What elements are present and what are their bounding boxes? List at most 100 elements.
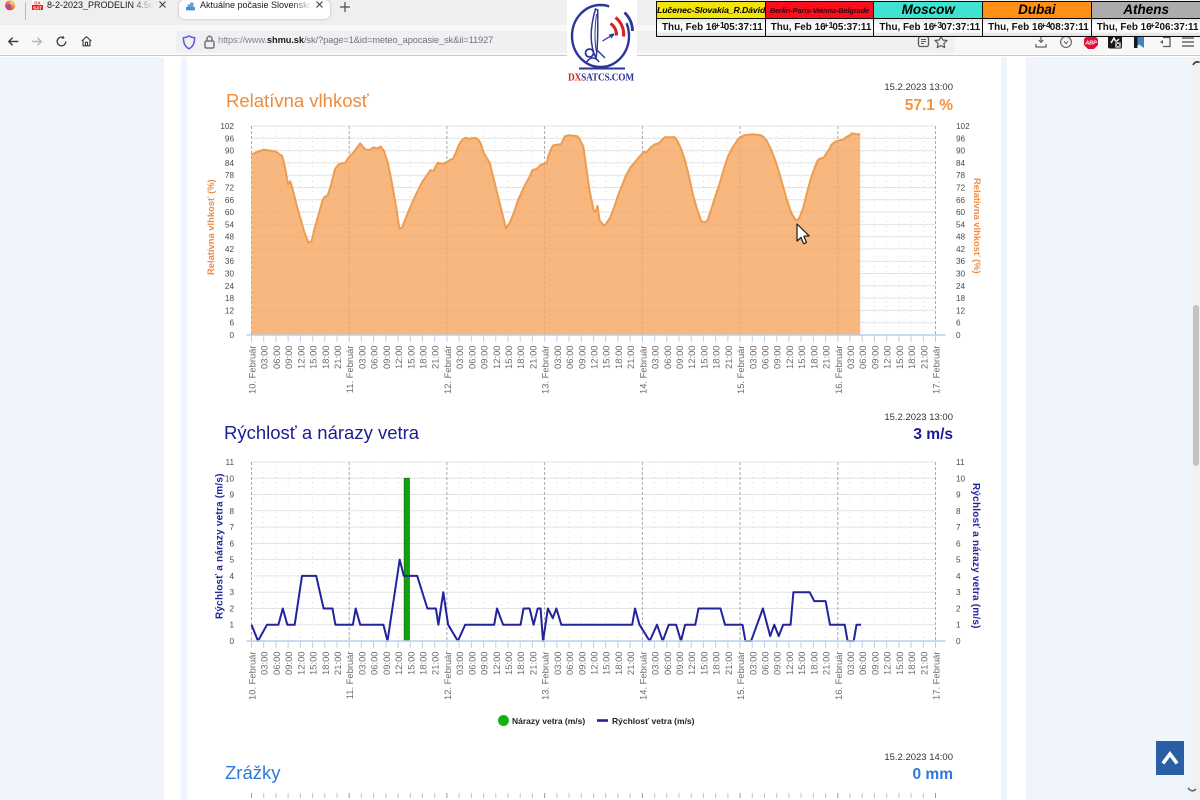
svg-text:12:00: 12:00 [491,652,502,675]
svg-text:48: 48 [225,233,235,242]
svg-text:06:00: 06:00 [857,652,868,675]
svg-text:11. Február: 11. Február [344,652,355,700]
svg-text:96: 96 [956,134,966,143]
svg-text:15:00: 15:00 [308,346,319,369]
svg-text:13. Február: 13. Február [540,346,551,394]
svg-text:21:00: 21:00 [821,652,832,675]
svg-text:1: 1 [956,621,961,630]
svg-text:12:00: 12:00 [882,652,893,675]
svg-text:15:00: 15:00 [601,346,612,369]
svg-text:18:00: 18:00 [711,652,722,675]
svg-text:60: 60 [225,208,235,217]
svg-text:84: 84 [225,159,235,168]
svg-text:8: 8 [956,507,961,516]
svg-text:21:00: 21:00 [723,652,734,675]
svg-text:15:00: 15:00 [601,652,612,675]
svg-text:12:00: 12:00 [589,652,600,675]
svg-text:15:00: 15:00 [894,652,905,675]
svg-text:03:00: 03:00 [552,346,563,369]
svg-text:42: 42 [956,245,966,254]
svg-text:09:00: 09:00 [772,346,783,369]
svg-text:15:00: 15:00 [503,652,514,675]
svg-text:15:00: 15:00 [503,346,514,369]
svg-text:18:00: 18:00 [418,346,429,369]
svg-text:72: 72 [225,184,235,193]
svg-text:10. Február: 10. Február [247,652,258,700]
svg-text:03:00: 03:00 [747,652,758,675]
svg-text:30: 30 [956,270,966,279]
svg-text:0: 0 [229,331,234,340]
svg-text:17. Február: 17. Február [931,652,942,700]
svg-text:06:00: 06:00 [662,652,673,675]
svg-text:15:00: 15:00 [405,652,416,675]
svg-text:102: 102 [956,122,970,131]
svg-text:18:00: 18:00 [906,346,917,369]
svg-text:21:00: 21:00 [918,652,929,675]
svg-text:14. Február: 14. Február [637,346,648,394]
svg-text:06:00: 06:00 [466,346,477,369]
svg-text:6: 6 [229,539,234,548]
svg-text:06:00: 06:00 [271,346,282,369]
svg-text:12:00: 12:00 [686,652,697,675]
svg-text:03:00: 03:00 [356,346,367,369]
svg-text:03:00: 03:00 [454,346,465,369]
svg-text:78: 78 [225,171,235,180]
svg-text:7: 7 [956,523,961,532]
svg-text:09:00: 09:00 [869,652,880,675]
svg-text:21:00: 21:00 [527,652,538,675]
svg-text:9: 9 [229,491,234,500]
svg-text:66: 66 [225,196,235,205]
svg-text:Nárazy vetra (m/s): Nárazy vetra (m/s) [512,716,585,726]
svg-text:06:00: 06:00 [271,652,282,675]
svg-text:13. Február: 13. Február [540,652,551,700]
svg-text:24: 24 [956,282,966,291]
svg-text:03:00: 03:00 [356,652,367,675]
svg-text:7: 7 [229,523,234,532]
svg-text:3: 3 [956,588,961,597]
svg-text:09:00: 09:00 [283,652,294,675]
svg-text:03:00: 03:00 [259,346,270,369]
svg-text:18: 18 [956,294,966,303]
svg-text:4: 4 [956,572,961,581]
svg-text:12:00: 12:00 [784,652,795,675]
svg-text:30: 30 [225,270,235,279]
svg-text:SAT: SAT [33,5,42,10]
svg-text:21:00: 21:00 [918,346,929,369]
svg-text:16. Február: 16. Február [833,346,844,394]
svg-text:12. Február: 12. Február [442,346,453,394]
svg-text:21:00: 21:00 [821,346,832,369]
svg-text:09:00: 09:00 [381,346,392,369]
svg-text:18:00: 18:00 [418,652,429,675]
svg-text:06:00: 06:00 [369,346,380,369]
svg-text:6: 6 [956,539,961,548]
svg-text:18:00: 18:00 [613,346,624,369]
svg-text:09:00: 09:00 [772,652,783,675]
svg-text:8: 8 [229,507,234,516]
svg-text:ABP: ABP [1084,41,1097,47]
svg-text:09:00: 09:00 [283,346,294,369]
svg-text:18:00: 18:00 [320,652,331,675]
svg-text:06:00: 06:00 [369,652,380,675]
svg-text:12:00: 12:00 [393,652,404,675]
svg-text:03:00: 03:00 [552,652,563,675]
svg-text:15:00: 15:00 [308,652,319,675]
svg-text:11. Február: 11. Február [344,346,355,394]
svg-text:06:00: 06:00 [564,652,575,675]
svg-text:03:00: 03:00 [454,652,465,675]
svg-text:36: 36 [225,257,235,266]
svg-text:18: 18 [225,294,235,303]
svg-text:90: 90 [225,147,235,156]
svg-text:90: 90 [956,147,966,156]
svg-text:12:00: 12:00 [686,346,697,369]
svg-text:09:00: 09:00 [869,346,880,369]
svg-text:4: 4 [229,572,234,581]
svg-text:3: 3 [229,588,234,597]
svg-text:12:00: 12:00 [393,346,404,369]
svg-text:03:00: 03:00 [845,652,856,675]
svg-text:09:00: 09:00 [576,346,587,369]
svg-text:1: 1 [229,621,234,630]
svg-text:60: 60 [956,208,966,217]
svg-text:12: 12 [225,306,235,315]
svg-text:0: 0 [956,331,961,340]
svg-text:10: 10 [956,474,966,483]
